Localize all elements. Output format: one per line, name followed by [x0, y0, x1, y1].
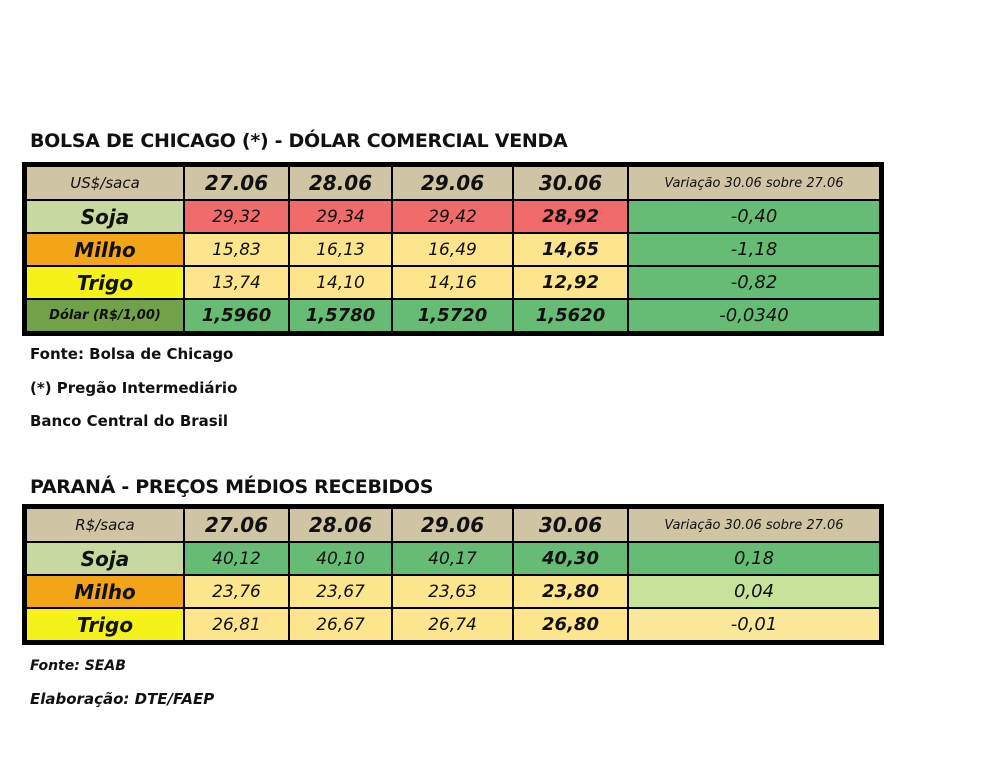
parana-title: PARANÁ - PREÇOS MÉDIOS RECEBIDOS	[30, 476, 434, 498]
row-label-trigo: Trigo	[26, 266, 184, 299]
price-cell: 28,92	[513, 200, 628, 233]
price-cell: 29,34	[289, 200, 392, 233]
variation-cell: -0,0340	[628, 299, 880, 332]
price-cell: 14,10	[289, 266, 392, 299]
price-cell: 29,32	[184, 200, 289, 233]
price-cell: 40,17	[392, 542, 513, 575]
price-cell: 23,67	[289, 575, 392, 608]
price-cell: 13,74	[184, 266, 289, 299]
price-cell: 26,81	[184, 608, 289, 641]
table-row: Milho 23,76 23,67 23,63 23,80 0,04	[26, 575, 880, 608]
parana-table: R$/saca 27.06 28.06 29.06 30.06 Variação…	[22, 504, 884, 645]
price-cell: 1,5620	[513, 299, 628, 332]
price-cell: 16,49	[392, 233, 513, 266]
price-cell: 15,83	[184, 233, 289, 266]
row-label-soja: Soja	[26, 200, 184, 233]
date-header: 30.06	[513, 166, 628, 200]
price-cell: 1,5720	[392, 299, 513, 332]
variation-cell: 0,18	[628, 542, 880, 575]
table-row: Soja 29,32 29,34 29,42 28,92 -0,40	[26, 200, 880, 233]
price-cell: 1,5960	[184, 299, 289, 332]
table-row: Soja 40,12 40,10 40,17 40,30 0,18	[26, 542, 880, 575]
price-cell: 23,63	[392, 575, 513, 608]
variation-header: Variação 30.06 sobre 27.06	[628, 508, 880, 542]
price-cell: 14,65	[513, 233, 628, 266]
row-label-trigo: Trigo	[26, 608, 184, 641]
table-header-row: R$/saca 27.06 28.06 29.06 30.06 Variação…	[26, 508, 880, 542]
chicago-table: US$/saca 27.06 28.06 29.06 30.06 Variaçã…	[22, 162, 884, 336]
source-note: Fonte: Bolsa de Chicago	[30, 345, 234, 363]
price-cell: 29,42	[392, 200, 513, 233]
row-label-dolar: Dólar (R$/1,00)	[26, 299, 184, 332]
chicago-title: BOLSA DE CHICAGO (*) - DÓLAR COMERCIAL V…	[30, 130, 568, 152]
price-cell: 23,80	[513, 575, 628, 608]
price-cell: 40,12	[184, 542, 289, 575]
variation-cell: -0,01	[628, 608, 880, 641]
table-row: Milho 15,83 16,13 16,49 14,65 -1,18	[26, 233, 880, 266]
table-header-row: US$/saca 27.06 28.06 29.06 30.06 Variaçã…	[26, 166, 880, 200]
price-cell: 40,10	[289, 542, 392, 575]
variation-cell: 0,04	[628, 575, 880, 608]
price-cell: 40,30	[513, 542, 628, 575]
price-cell: 23,76	[184, 575, 289, 608]
date-header: 28.06	[289, 508, 392, 542]
date-header: 27.06	[184, 508, 289, 542]
author-note: Elaboração: DTE/FAEP	[30, 690, 215, 708]
price-cell: 26,80	[513, 608, 628, 641]
row-label-milho: Milho	[26, 575, 184, 608]
price-cell: 16,13	[289, 233, 392, 266]
source-note: Fonte: SEAB	[30, 658, 126, 674]
date-header: 28.06	[289, 166, 392, 200]
variation-cell: -0,40	[628, 200, 880, 233]
date-header: 29.06	[392, 166, 513, 200]
unit-header: US$/saca	[26, 166, 184, 200]
source-note: Banco Central do Brasil	[30, 412, 228, 430]
footnote: (*) Pregão Intermediário	[30, 379, 238, 397]
date-header: 30.06	[513, 508, 628, 542]
price-cell: 26,74	[392, 608, 513, 641]
variation-cell: -1,18	[628, 233, 880, 266]
price-cell: 14,16	[392, 266, 513, 299]
row-label-milho: Milho	[26, 233, 184, 266]
price-cell: 26,67	[289, 608, 392, 641]
variation-cell: -0,82	[628, 266, 880, 299]
table-row: Trigo 26,81 26,67 26,74 26,80 -0,01	[26, 608, 880, 641]
variation-header: Variação 30.06 sobre 27.06	[628, 166, 880, 200]
table-row: Trigo 13,74 14,10 14,16 12,92 -0,82	[26, 266, 880, 299]
price-cell: 12,92	[513, 266, 628, 299]
price-cell: 1,5780	[289, 299, 392, 332]
date-header: 29.06	[392, 508, 513, 542]
row-label-soja: Soja	[26, 542, 184, 575]
date-header: 27.06	[184, 166, 289, 200]
table-row: Dólar (R$/1,00) 1,5960 1,5780 1,5720 1,5…	[26, 299, 880, 332]
unit-header: R$/saca	[26, 508, 184, 542]
